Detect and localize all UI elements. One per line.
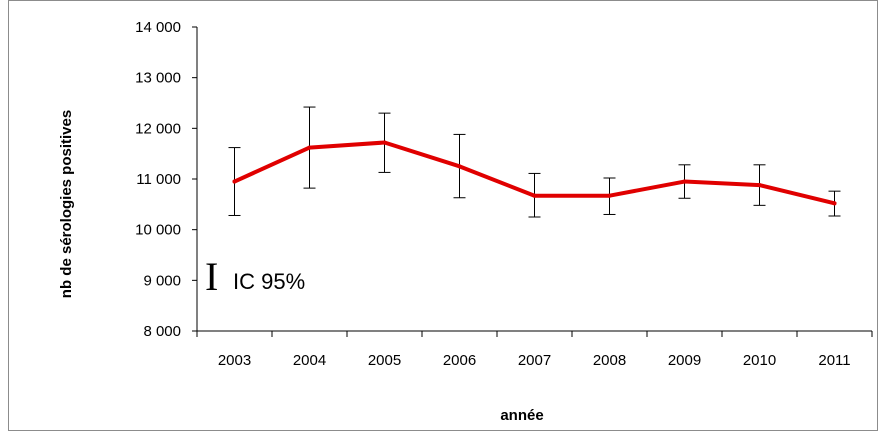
legend-ci-icon: I bbox=[205, 254, 218, 299]
legend-ci-label: IC 95% bbox=[233, 269, 305, 294]
x-tick-label: 2004 bbox=[293, 352, 326, 369]
y-tick-label: 10 000 bbox=[135, 222, 181, 239]
x-tick-label: 2005 bbox=[368, 352, 401, 369]
series-lines bbox=[232, 140, 837, 206]
error-bars bbox=[228, 106, 841, 218]
data-point bbox=[757, 183, 762, 188]
y-tick-label: 14 000 bbox=[135, 19, 181, 36]
data-point bbox=[232, 179, 237, 184]
y-tick-label: 11 000 bbox=[136, 171, 181, 188]
x-tick-label: 2010 bbox=[743, 352, 776, 369]
data-point bbox=[307, 145, 312, 150]
x-tick-labels: 2003 2004 2005 2006 2007 2008 2009 2010 2011 bbox=[218, 352, 851, 369]
chart-axes bbox=[192, 26, 873, 337]
data-point bbox=[532, 193, 537, 198]
data-point bbox=[457, 164, 462, 169]
x-tick-label: 2011 bbox=[818, 352, 850, 369]
data-point bbox=[682, 179, 687, 184]
y-tick-label: 9 000 bbox=[143, 272, 181, 289]
y-tick-label: 8 000 bbox=[143, 323, 181, 340]
x-tick-label: 2007 bbox=[518, 352, 551, 369]
y-tick-labels: 8 000 9 000 10 000 11 000 12 000 13 000 14 000 bbox=[135, 19, 181, 340]
data-point bbox=[832, 201, 837, 206]
data-point bbox=[382, 140, 387, 145]
x-tick-label: 2008 bbox=[593, 352, 626, 369]
y-axis-title: nb de sérologies positives bbox=[58, 110, 75, 298]
x-tick-label: 2003 bbox=[218, 352, 251, 369]
x-tick-label: 2009 bbox=[668, 352, 701, 369]
chart-frame bbox=[8, 0, 878, 431]
data-point bbox=[607, 193, 612, 198]
y-tick-label: 12 000 bbox=[135, 120, 181, 137]
y-tick-label: 13 000 bbox=[135, 70, 181, 87]
x-tick-label: 2006 bbox=[443, 352, 476, 369]
x-axis-title: année bbox=[500, 407, 543, 424]
